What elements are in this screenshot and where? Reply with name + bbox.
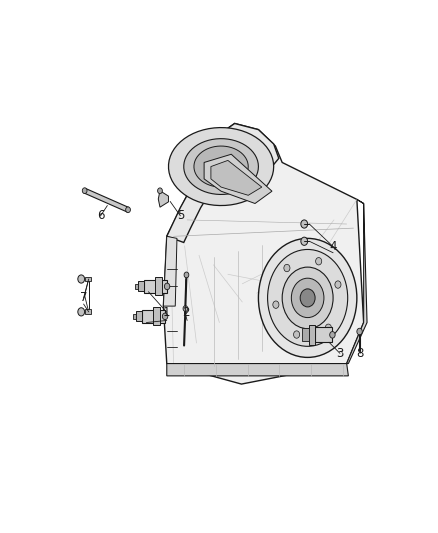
Polygon shape	[194, 146, 248, 187]
Polygon shape	[204, 154, 272, 204]
Circle shape	[325, 324, 332, 332]
Circle shape	[126, 207, 131, 213]
Polygon shape	[302, 328, 309, 342]
Polygon shape	[85, 309, 92, 314]
Text: 7: 7	[80, 292, 87, 304]
Text: 2: 2	[182, 306, 189, 319]
Text: 3: 3	[336, 347, 343, 360]
Text: 4: 4	[329, 240, 337, 253]
Circle shape	[273, 301, 279, 309]
Circle shape	[301, 220, 307, 228]
Circle shape	[300, 289, 315, 307]
Polygon shape	[167, 364, 348, 376]
Polygon shape	[136, 311, 142, 321]
Circle shape	[291, 278, 324, 318]
Circle shape	[158, 188, 162, 193]
Circle shape	[282, 267, 333, 329]
Polygon shape	[163, 236, 177, 306]
Text: 6: 6	[97, 209, 104, 222]
Polygon shape	[138, 281, 145, 292]
Circle shape	[164, 283, 170, 290]
Polygon shape	[184, 139, 258, 195]
Polygon shape	[163, 124, 364, 384]
Polygon shape	[155, 277, 162, 295]
Polygon shape	[169, 127, 274, 206]
Circle shape	[316, 257, 322, 265]
Circle shape	[284, 264, 290, 272]
Circle shape	[78, 308, 85, 316]
Circle shape	[301, 237, 307, 245]
Polygon shape	[211, 160, 262, 195]
Polygon shape	[133, 314, 136, 319]
Polygon shape	[145, 280, 167, 293]
Circle shape	[330, 332, 335, 338]
Polygon shape	[85, 277, 92, 281]
Circle shape	[258, 238, 357, 358]
Text: 1: 1	[163, 306, 170, 319]
Polygon shape	[309, 325, 315, 345]
Polygon shape	[315, 327, 332, 342]
Polygon shape	[84, 188, 129, 212]
Circle shape	[78, 275, 85, 283]
Circle shape	[268, 249, 348, 346]
Circle shape	[162, 313, 168, 320]
Polygon shape	[142, 310, 165, 323]
Polygon shape	[346, 199, 367, 364]
Circle shape	[335, 281, 341, 288]
Polygon shape	[167, 124, 279, 243]
Polygon shape	[135, 284, 138, 289]
Circle shape	[82, 188, 87, 193]
Polygon shape	[158, 191, 169, 207]
Polygon shape	[152, 308, 160, 325]
Circle shape	[293, 331, 300, 338]
Text: 8: 8	[357, 347, 364, 360]
Text: 5: 5	[177, 209, 184, 222]
Circle shape	[183, 306, 188, 311]
Circle shape	[357, 328, 362, 335]
Circle shape	[184, 272, 189, 278]
